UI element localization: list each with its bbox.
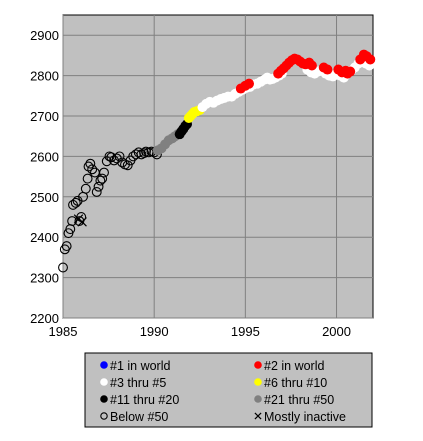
legend: #1 in world #2 in world #3 thru #5 #6 thru … — [84, 352, 373, 428]
legend-label-below50: Below #50 — [110, 410, 168, 424]
legend-marker-rank6to10 — [254, 378, 262, 386]
plot-area — [62, 14, 374, 319]
y-tick-label: 2900 — [30, 28, 59, 43]
data-point-below50 — [61, 241, 72, 252]
legend-item-rank2: #2 in world — [254, 359, 324, 373]
legend-marker-rank21to50 — [254, 395, 262, 403]
legend-label-rank2: #2 in world — [264, 359, 324, 373]
data-point-below50 — [114, 151, 125, 162]
legend-label-inactive: Mostly inactive — [264, 410, 346, 424]
data-point-rank2 — [244, 78, 254, 89]
data-point-below50 — [97, 173, 108, 184]
legend-label-rank11to20: #11 thru #20 — [110, 393, 179, 407]
data-point-rank2 — [306, 60, 317, 71]
data-point-below50 — [85, 158, 96, 169]
x-tick-label: 1995 — [231, 324, 260, 339]
x-tick-label: 1985 — [49, 324, 78, 339]
data-point-below50 — [87, 164, 98, 175]
legend-marker-inactive — [254, 412, 262, 420]
legend-marker-rank1 — [100, 361, 108, 369]
data-point-below50 — [80, 183, 91, 194]
legend-item-rank11to20: #11 thru #20 — [100, 393, 179, 407]
data-point-rank2 — [365, 54, 376, 65]
y-tick-label: 2600 — [30, 149, 59, 164]
data-point-below50 — [99, 167, 109, 178]
data-points — [58, 49, 376, 273]
data-point-below50 — [95, 175, 106, 186]
legend-box — [84, 352, 373, 428]
data-point-rank2 — [345, 66, 356, 77]
x-tick-label: 2000 — [322, 324, 351, 339]
y-tick-label: 2800 — [30, 69, 59, 84]
legend-marker-rank2 — [254, 361, 262, 369]
y-tick-label: 2500 — [30, 190, 59, 205]
legend-item-inactive: Mostly inactive — [254, 410, 346, 424]
y-axis-ticks: 2200 2300 2400 2500 2600 2700 2800 2900 — [30, 28, 59, 326]
data-point-below50 — [122, 160, 133, 171]
data-point-rank2 — [322, 64, 333, 75]
y-tick-label: 2400 — [30, 230, 59, 245]
data-point-below50 — [139, 148, 150, 159]
legend-label-rank6to10: #6 thru #10 — [264, 376, 327, 390]
legend-marker-rank11to20 — [100, 395, 108, 403]
legend-marker-rank3to5 — [100, 378, 108, 386]
legend-marker-below50 — [100, 412, 108, 420]
legend-item-below50: Below #50 — [100, 410, 168, 424]
data-point-below50 — [58, 262, 68, 273]
data-point-below50 — [82, 173, 93, 184]
x-axis-ticks: 1985 1990 1995 2000 — [49, 324, 351, 339]
data-point-below50 — [70, 197, 81, 208]
legend-item-rank6to10: #6 thru #10 — [254, 376, 327, 390]
legend-item-rank3to5: #3 thru #5 — [100, 376, 166, 390]
legend-label-rank1: #1 in world — [110, 359, 170, 373]
y-tick-label: 2300 — [30, 271, 59, 286]
legend-item-rank1: #1 in world — [100, 359, 170, 373]
y-tick-label: 2200 — [30, 311, 59, 326]
x-tick-label: 1990 — [140, 324, 169, 339]
legend-label-rank21to50: #21 thru #50 — [264, 393, 334, 407]
legend-item-rank21to50: #21 thru #50 — [254, 393, 334, 407]
y-tick-label: 2700 — [30, 109, 59, 124]
legend-label-rank3to5: #3 thru #5 — [110, 376, 166, 390]
data-point-inactive — [77, 217, 87, 227]
data-point-below50 — [91, 187, 102, 197]
data-point-below50 — [93, 181, 104, 192]
grid-lines — [62, 15, 373, 319]
data-point-below50 — [133, 147, 144, 158]
